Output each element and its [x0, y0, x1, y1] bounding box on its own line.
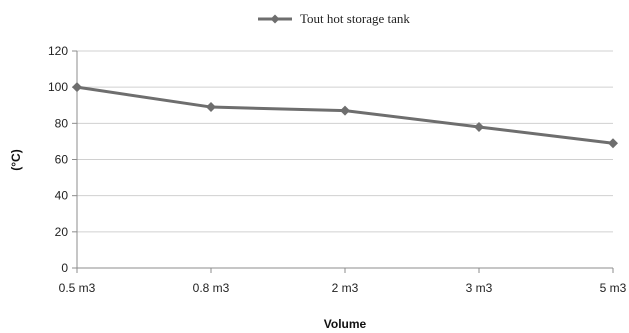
series-line	[72, 82, 618, 149]
x-tick-label: 0.8 m3	[193, 281, 230, 295]
data-point-marker	[72, 82, 82, 93]
y-tick-label: 120	[48, 44, 68, 58]
y-tick-label: 80	[55, 116, 69, 130]
x-tick-label: 5 m3	[600, 281, 627, 295]
y-tick-label: 40	[55, 189, 69, 203]
grid-lines	[77, 50, 613, 233]
data-point-marker	[340, 105, 350, 116]
y-tick-labels: 0 20 40 60 80 100 120	[48, 44, 68, 275]
data-point-marker	[608, 138, 618, 149]
y-axis-title: (°C)	[9, 149, 23, 170]
y-tick-label: 0	[61, 261, 68, 275]
x-tick-label: 3 m3	[466, 281, 493, 295]
x-tick-labels: 0.5 m3 0.8 m3 2 m3 3 m3 5 m3	[59, 281, 627, 295]
x-tick-label: 0.5 m3	[59, 281, 96, 295]
y-tick-label: 20	[55, 225, 69, 239]
legend-marker-swatch	[270, 14, 280, 24]
axes	[72, 50, 614, 273]
data-point-marker	[474, 121, 484, 132]
legend-label: Tout hot storage tank	[300, 11, 410, 26]
data-point-marker	[206, 102, 216, 113]
y-tick-label: 60	[55, 153, 69, 167]
x-tick-label: 2 m3	[332, 281, 359, 295]
legend: Tout hot storage tank	[258, 11, 410, 26]
x-axis-title: Volume	[324, 317, 367, 331]
y-tick-label: 100	[48, 80, 68, 94]
